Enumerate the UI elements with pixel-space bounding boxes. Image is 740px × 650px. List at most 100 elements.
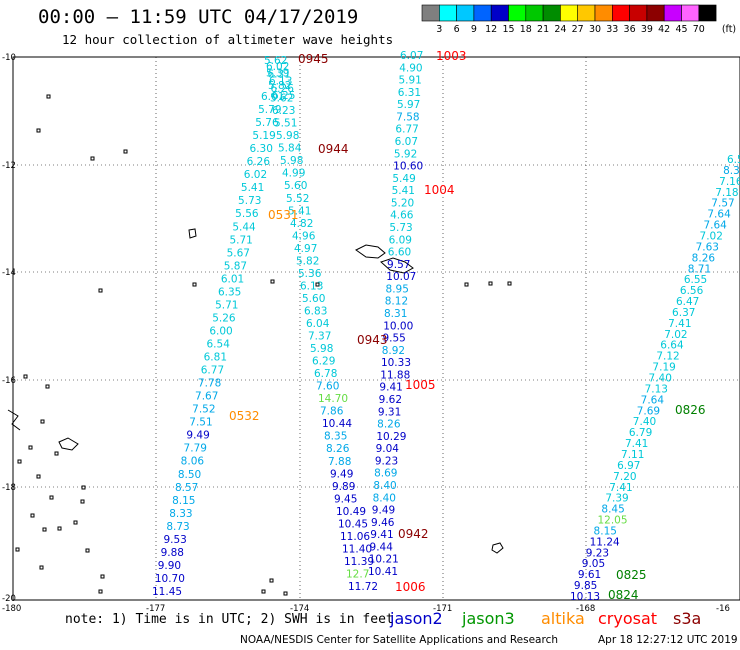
wave-height-value: 7.57: [711, 198, 734, 210]
wave-height-value: 9.49: [186, 430, 209, 442]
wave-height-value: 5.71: [229, 234, 252, 246]
pass-time-label: 0531: [268, 208, 299, 222]
wave-height-value: 11.39: [344, 556, 374, 568]
mission-label-jason2: jason2: [390, 609, 443, 628]
wave-height-value: 5.79: [258, 104, 281, 116]
wave-height-value: 8.26: [377, 419, 401, 431]
wave-height-value: 5.41: [288, 205, 311, 217]
wave-height-value: 7.52: [192, 404, 215, 416]
wave-height-value: 9.61: [578, 569, 601, 581]
wave-height-value: 14.70: [318, 393, 348, 405]
wave-height-value: 8.37: [723, 165, 740, 177]
wave-height-value: 7.67: [195, 391, 218, 403]
wave-height-value: 6.37: [672, 307, 695, 319]
mission-label-s3a: s3a: [673, 609, 702, 628]
wave-height-value: 6.07: [400, 50, 423, 62]
wave-height-value: 7.63: [696, 241, 719, 253]
wave-height-value: 10.07: [386, 271, 416, 283]
wave-height-value: 7.41: [625, 438, 648, 450]
legend-tick-label: 24: [554, 24, 566, 34]
wave-height-value: 6.29: [312, 356, 335, 368]
wave-height-value: 7.13: [645, 383, 668, 395]
wave-height-value: 8.12: [385, 296, 408, 308]
wave-height-value: 4.99: [282, 168, 305, 180]
wave-height-value: 6.31: [268, 68, 291, 80]
legend-tick-label: 21: [537, 24, 549, 34]
wave-height-value: 4.97: [294, 243, 317, 255]
lon-label: -171: [433, 604, 452, 614]
wave-height-value: 6.01: [221, 273, 244, 285]
wave-height-value: 6.83: [304, 305, 327, 317]
wave-height-value: 9.53: [163, 534, 186, 546]
wave-height-value: 7.19: [652, 362, 675, 374]
footer-note: note: 1) Time is in UTC; 2) SWH is in fe…: [65, 612, 394, 627]
wave-height-value: 7.69: [637, 405, 660, 417]
wave-height-value: 7.02: [700, 230, 723, 242]
wave-height-value: 5.39: [266, 68, 289, 80]
wave-height-value: 5.49: [392, 173, 415, 185]
wave-height-value: 8.35: [324, 431, 347, 443]
wave-height-value: 7.12: [656, 351, 679, 363]
wave-height-value: 7.18: [715, 187, 738, 199]
pass-time-label: 0826: [675, 403, 706, 417]
pass-time-label: 0825: [616, 568, 647, 582]
wave-height-value: 6.55: [727, 154, 740, 166]
wave-height-value: 6.23: [272, 105, 295, 117]
wave-height-value: 10.33: [381, 357, 411, 369]
wave-height-value: 6.47: [676, 296, 699, 308]
wave-height-value: 6.25: [272, 90, 295, 102]
wave-height-value: 6.64: [660, 340, 684, 352]
legend-swatch: [698, 4, 717, 22]
pass-time-label: 1005: [405, 378, 436, 392]
wave-height-value: 10.21: [369, 554, 399, 566]
wave-height-value: 8.92: [382, 345, 405, 357]
mission-label-altika: altika: [541, 609, 585, 628]
wave-height-value: 10.60: [393, 161, 423, 173]
wave-height-value: 6.02: [244, 169, 267, 181]
wave-height-value: 6.81: [204, 352, 227, 364]
wave-height-value: 8.26: [326, 443, 350, 455]
wave-height-value: 9.05: [582, 558, 605, 570]
wave-height-value: 10.13: [570, 591, 600, 603]
wave-height-value: 5.82: [296, 255, 319, 267]
wave-height-value: 6.77: [395, 124, 418, 136]
wave-height-value: 7.39: [605, 493, 628, 505]
wave-height-value: 5.98: [310, 343, 333, 355]
wave-height-value: 6.04: [306, 318, 330, 330]
wave-height-value: 12.7: [346, 568, 369, 580]
lat-label: -12: [2, 161, 16, 171]
wave-height-value: 8.73: [166, 521, 189, 533]
wave-height-value: 5.41: [392, 185, 415, 197]
wave-height-value: 10.70: [155, 573, 185, 585]
wave-height-value: 5.60: [302, 293, 325, 305]
wave-height-value: 5.87: [224, 260, 247, 272]
color-legend: 3 6 9 12 15 18 21 24 27 30 33 36 39 42 45 70 (ft): [421, 4, 736, 34]
wave-height-value: 8.26: [692, 252, 716, 264]
wave-height-value: 8.50: [178, 469, 201, 481]
wave-height-value: 8.31: [384, 308, 407, 320]
wave-height-value: 8.69: [374, 468, 397, 480]
mission-label-cryosat: cryosat: [598, 609, 658, 628]
legend-unit-label: (ft): [722, 24, 736, 34]
wave-height-value: 10.45: [338, 518, 368, 530]
wave-height-value: 5.84: [278, 143, 302, 155]
wave-height-value: 8.45: [601, 504, 624, 516]
wave-height-value: 6.13: [300, 280, 323, 292]
wave-height-value: 9.44: [370, 541, 394, 553]
wave-height-value: 9.23: [375, 455, 398, 467]
wave-height-value: 4.66: [390, 210, 414, 222]
wave-height-value: 5.97: [397, 99, 420, 111]
wave-height-value: 8.40: [373, 492, 396, 504]
map-frame: [12, 56, 740, 601]
wave-height-value: 11.72: [348, 581, 378, 593]
legend-tick-label: 30: [589, 24, 601, 34]
wave-height-value: 7.78: [198, 378, 221, 390]
wave-height-value: 6.97: [617, 460, 640, 472]
wave-height-value: 5.67: [227, 247, 250, 259]
wave-height-value: 6.77: [201, 365, 224, 377]
wave-height-value: 7.79: [184, 443, 207, 455]
pass-time-label: 0532: [229, 409, 260, 423]
wave-height-value: 9.45: [334, 493, 357, 505]
wave-height-value: 7.88: [328, 456, 351, 468]
